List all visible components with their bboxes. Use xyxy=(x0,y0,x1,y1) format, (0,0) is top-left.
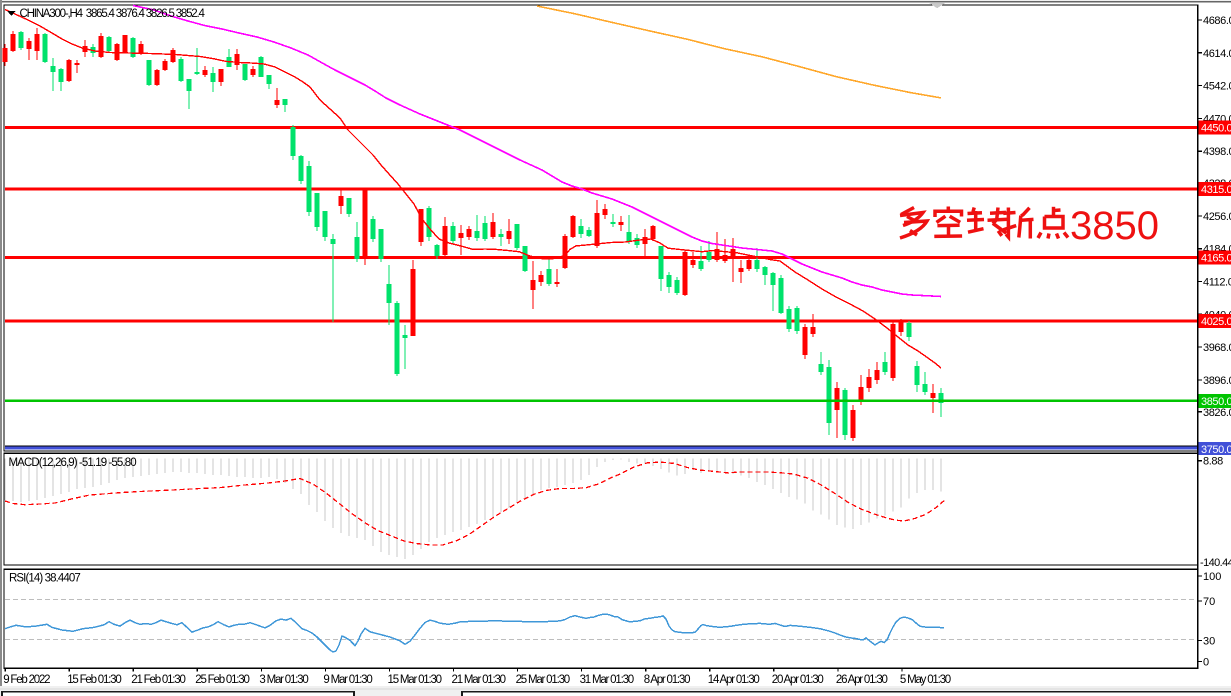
svg-text:15 Feb 01:30: 15 Feb 01:30 xyxy=(67,674,121,686)
svg-text:31 Mar 01:30: 31 Mar 01:30 xyxy=(580,674,634,686)
svg-text:MACD(12,26,9) -51.19 -55.80: MACD(12,26,9) -51.19 -55.80 xyxy=(9,457,137,469)
svg-text:4686.0: 4686.0 xyxy=(1203,15,1231,27)
svg-text:14 Apr 01:30: 14 Apr 01:30 xyxy=(708,674,760,686)
svg-text:8.88: 8.88 xyxy=(1203,456,1223,468)
svg-text:30: 30 xyxy=(1203,636,1215,648)
svg-text:8 Apr 01:30: 8 Apr 01:30 xyxy=(644,674,690,686)
svg-text:20 Apr 01:30: 20 Apr 01:30 xyxy=(772,674,824,686)
svg-text:0: 0 xyxy=(1203,657,1209,669)
svg-text:4025.0: 4025.0 xyxy=(1201,316,1231,328)
svg-text:4165.0: 4165.0 xyxy=(1201,253,1231,265)
svg-text:3896.0: 3896.0 xyxy=(1203,375,1231,387)
svg-text:CHINA300-,H4 3865.4 3876.4 38: CHINA300-,H4 3865.4 3876.4 3826.5 3852.4 xyxy=(20,8,206,20)
svg-text:15 Mar 01:30: 15 Mar 01:30 xyxy=(388,674,442,686)
svg-text:4614.0: 4614.0 xyxy=(1203,48,1231,60)
svg-text:4315.0: 4315.0 xyxy=(1201,184,1231,196)
svg-text:26 Apr 01:30: 26 Apr 01:30 xyxy=(836,674,888,686)
svg-text:3750.0: 3750.0 xyxy=(1201,444,1231,456)
svg-text:25 Feb 01:30: 25 Feb 01:30 xyxy=(195,674,249,686)
svg-text:21 Feb 01:30: 21 Feb 01:30 xyxy=(131,674,185,686)
svg-text:4450.0: 4450.0 xyxy=(1201,123,1231,135)
svg-text:100: 100 xyxy=(1203,571,1221,583)
svg-text:RSI(14) 38.4407: RSI(14) 38.4407 xyxy=(9,573,80,585)
svg-text:4542.0: 4542.0 xyxy=(1203,81,1231,93)
svg-text:9 Mar 01:30: 9 Mar 01:30 xyxy=(323,674,372,686)
svg-text:4112.0: 4112.0 xyxy=(1203,277,1231,289)
svg-text:4256.0: 4256.0 xyxy=(1203,211,1231,223)
svg-text:-140.44: -140.44 xyxy=(1200,557,1231,569)
svg-text:9 Feb 2022: 9 Feb 2022 xyxy=(3,674,50,686)
svg-text:3 Mar 01:30: 3 Mar 01:30 xyxy=(259,674,308,686)
svg-text:3850.0: 3850.0 xyxy=(1201,396,1231,408)
svg-text:5 May 01:30: 5 May 01:30 xyxy=(900,674,951,686)
svg-text:21 Mar 01:30: 21 Mar 01:30 xyxy=(452,674,506,686)
svg-text:4398.0: 4398.0 xyxy=(1203,146,1231,158)
svg-text:70: 70 xyxy=(1203,596,1215,608)
svg-text:3826.0: 3826.0 xyxy=(1203,407,1231,419)
svg-text:3968.0: 3968.0 xyxy=(1203,342,1231,354)
svg-text:3850: 3850 xyxy=(1070,204,1159,248)
svg-text:25 Mar 01:30: 25 Mar 01:30 xyxy=(516,674,570,686)
